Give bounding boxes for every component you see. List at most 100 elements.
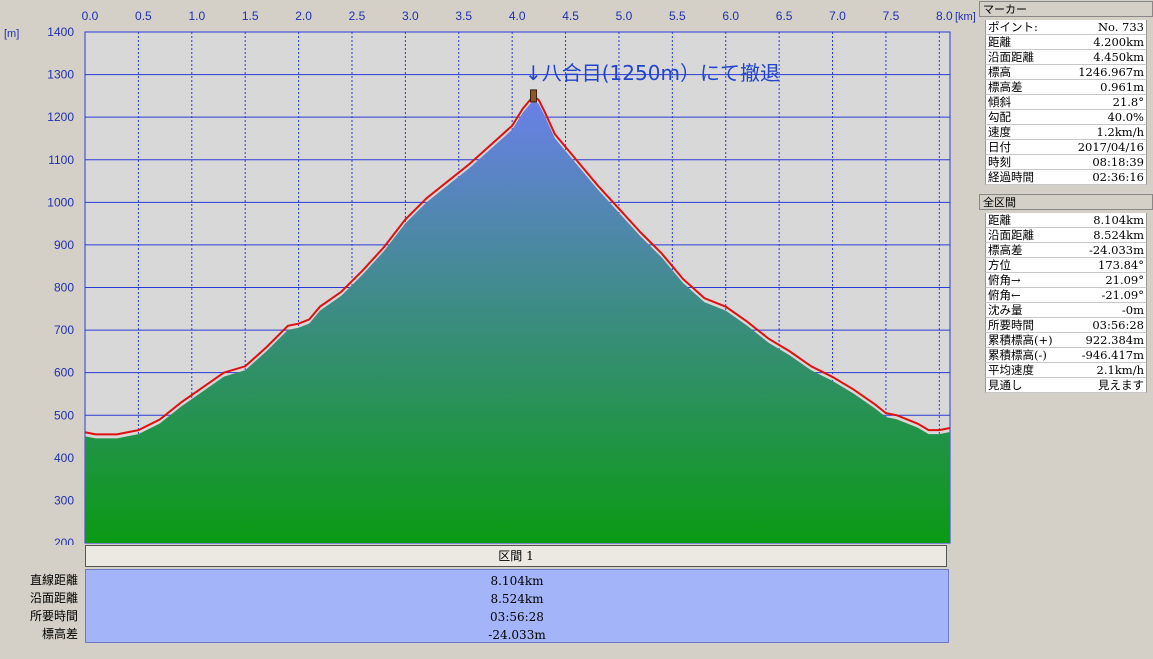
- marker-row: 日付 2017/04/16: [985, 140, 1147, 155]
- y-tick-label: 800: [54, 281, 74, 295]
- marker-row-label: ポイント:: [988, 20, 1038, 34]
- total-row-value: 21.09°: [1105, 273, 1144, 287]
- y-axis-ticks: 200 300 400 500 600 700 800 900 1000 1100 1200 1300…: [47, 25, 74, 545]
- total-row-label: 方位: [988, 258, 1011, 272]
- section-value-straight: 8.104km: [490, 574, 544, 588]
- total-row: 標高差 -24.033m: [985, 243, 1147, 258]
- section-label-time: 所要時間: [29, 609, 78, 623]
- x-tick-label: 6.5: [776, 9, 793, 23]
- y-unit-label: [m]: [4, 28, 19, 40]
- section-value-time: 03:56:28: [490, 610, 544, 624]
- marker-row-value: 1.2km/h: [1096, 125, 1144, 139]
- total-row: 所要時間 03:56:28: [985, 318, 1147, 333]
- total-row-value: 8.104km: [1093, 213, 1144, 227]
- y-tick-label: 300: [54, 493, 74, 507]
- marker-row-value: 2017/04/16: [1077, 140, 1144, 154]
- marker-row-label: 時刻: [988, 155, 1011, 169]
- marker-row-label: 沿面距離: [988, 50, 1034, 64]
- marker-row: 勾配 40.0%: [985, 110, 1147, 125]
- x-axis-ticks: 0.0 0.5 1.0 1.5 2.0 2.5 3.0 3.5 4.0 4.5 5.0 5.5 6.0 6…: [82, 9, 953, 23]
- total-row-label: 俯角←: [988, 288, 1021, 302]
- total-row-label: 所要時間: [988, 318, 1034, 332]
- total-row-label: 沿面距離: [988, 228, 1034, 242]
- total-row-label: 標高差: [988, 243, 1023, 257]
- section-header[interactable]: 区間 1: [85, 545, 947, 567]
- marker-row-label: 標高差: [988, 80, 1023, 94]
- total-row-value: 8.524km: [1093, 228, 1144, 242]
- total-panel: 全区間 距離 8.104km 沿面距離 8.524km 標高差 -24.033m 方位 173…: [979, 194, 1153, 393]
- total-row-value: 03:56:28: [1092, 318, 1144, 332]
- total-row-label: 累積標高(+): [988, 333, 1053, 347]
- x-tick-label: 5.0: [616, 9, 633, 23]
- total-row: 沈み量 -0m: [985, 303, 1147, 318]
- x-tick-label: 1.0: [188, 9, 205, 23]
- marker-row-value: 0.961m: [1100, 80, 1144, 94]
- total-row-label: 累積標高(-): [988, 348, 1047, 362]
- section-label-straight: 直線距離: [29, 573, 78, 587]
- x-tick-label: 3.0: [402, 9, 419, 23]
- marker-row-value: 21.8°: [1112, 95, 1144, 109]
- marker-row-label: 経過時間: [988, 170, 1034, 184]
- section-body: 8.104km 8.524km 03:56:28 -24.033m: [85, 569, 949, 643]
- total-row-value: -21.09°: [1101, 288, 1144, 302]
- marker-row-label: 速度: [988, 125, 1011, 139]
- marker-row-label: 傾斜: [988, 95, 1011, 109]
- track-line: [84, 94, 951, 436]
- annotation-retreat: ↓八合目(1250m）にて撤退: [525, 61, 780, 85]
- total-panel-title: 全区間: [979, 194, 1153, 210]
- x-tick-label: 8.0: [936, 9, 953, 23]
- total-row-label: 俯角→: [988, 273, 1021, 287]
- x-tick-label: 0.5: [135, 9, 152, 23]
- total-row-value: -24.033m: [1088, 243, 1144, 257]
- y-tick-label: 1200: [47, 110, 74, 124]
- x-tick-label: 2.0: [295, 9, 312, 23]
- elevation-profile-chart: 0.0 0.5 1.0 1.5 2.0 2.5 3.0 3.5 4.0 4.5 5.0 5.5 6.0 6…: [4, 9, 975, 545]
- total-row: 累積標高(-) -946.417m: [985, 348, 1147, 363]
- y-tick-label: 200: [54, 536, 74, 545]
- y-tick-label: 900: [54, 238, 74, 252]
- marker-row: 標高差 0.961m: [985, 80, 1147, 95]
- marker-row: 経過時間 02:36:16: [985, 170, 1147, 185]
- x-tick-label: 3.5: [455, 9, 472, 23]
- x-tick-label: 6.0: [722, 9, 739, 23]
- marker-point[interactable]: [530, 89, 538, 103]
- total-row-value: -946.417m: [1081, 348, 1144, 362]
- section-labels: 直線距離 沿面距離 所要時間 標高差: [0, 571, 78, 643]
- marker-row-value: No. 733: [1097, 20, 1144, 34]
- marker-row-value: 02:36:16: [1092, 170, 1144, 184]
- total-row-value: 922.384m: [1085, 333, 1144, 347]
- y-tick-label: 600: [54, 366, 74, 380]
- total-row-label: 距離: [988, 213, 1011, 227]
- marker-flag-icon[interactable]: [530, 89, 538, 103]
- marker-row: 標高 1246.967m: [985, 65, 1147, 80]
- y-tick-label: 1400: [47, 25, 74, 39]
- marker-row-label: 勾配: [988, 110, 1011, 124]
- marker-row: 沿面距離 4.450km: [985, 50, 1147, 65]
- marker-row-value: 08:18:39: [1092, 155, 1144, 169]
- marker-row: 傾斜 21.8°: [985, 95, 1147, 110]
- total-row-value: 見えます: [1098, 378, 1144, 392]
- x-tick-label: 4.5: [562, 9, 579, 23]
- x-tick-label: 7.0: [829, 9, 846, 23]
- total-row: 俯角← -21.09°: [985, 288, 1147, 303]
- total-row-label: 沈み量: [988, 303, 1023, 317]
- total-row: 方位 173.84°: [985, 258, 1147, 273]
- marker-row: 時刻 08:18:39: [985, 155, 1147, 170]
- marker-panel: マーカー ポイント: No. 733 距離 4.200km 沿面距離 4.450km 標高 1…: [979, 1, 1153, 185]
- marker-row: 速度 1.2km/h: [985, 125, 1147, 140]
- marker-row-value: 1246.967m: [1078, 65, 1144, 79]
- marker-row-label: 標高: [988, 65, 1011, 79]
- total-row: 累積標高(+) 922.384m: [985, 333, 1147, 348]
- marker-row: 距離 4.200km: [985, 35, 1147, 50]
- x-tick-label: 1.5: [242, 9, 259, 23]
- elevation-area: [85, 99, 950, 543]
- total-row-value: 2.1km/h: [1096, 363, 1144, 377]
- x-tick-label: 2.5: [349, 9, 366, 23]
- x-tick-label: 0.0: [82, 9, 99, 23]
- total-row: 俯角→ 21.09°: [985, 273, 1147, 288]
- total-row-value: 173.84°: [1098, 258, 1144, 272]
- total-row: 距離 8.104km: [985, 213, 1147, 228]
- x-tick-label: 7.5: [883, 9, 900, 23]
- marker-row-label: 距離: [988, 35, 1011, 49]
- marker-row-value: 4.200km: [1093, 35, 1144, 49]
